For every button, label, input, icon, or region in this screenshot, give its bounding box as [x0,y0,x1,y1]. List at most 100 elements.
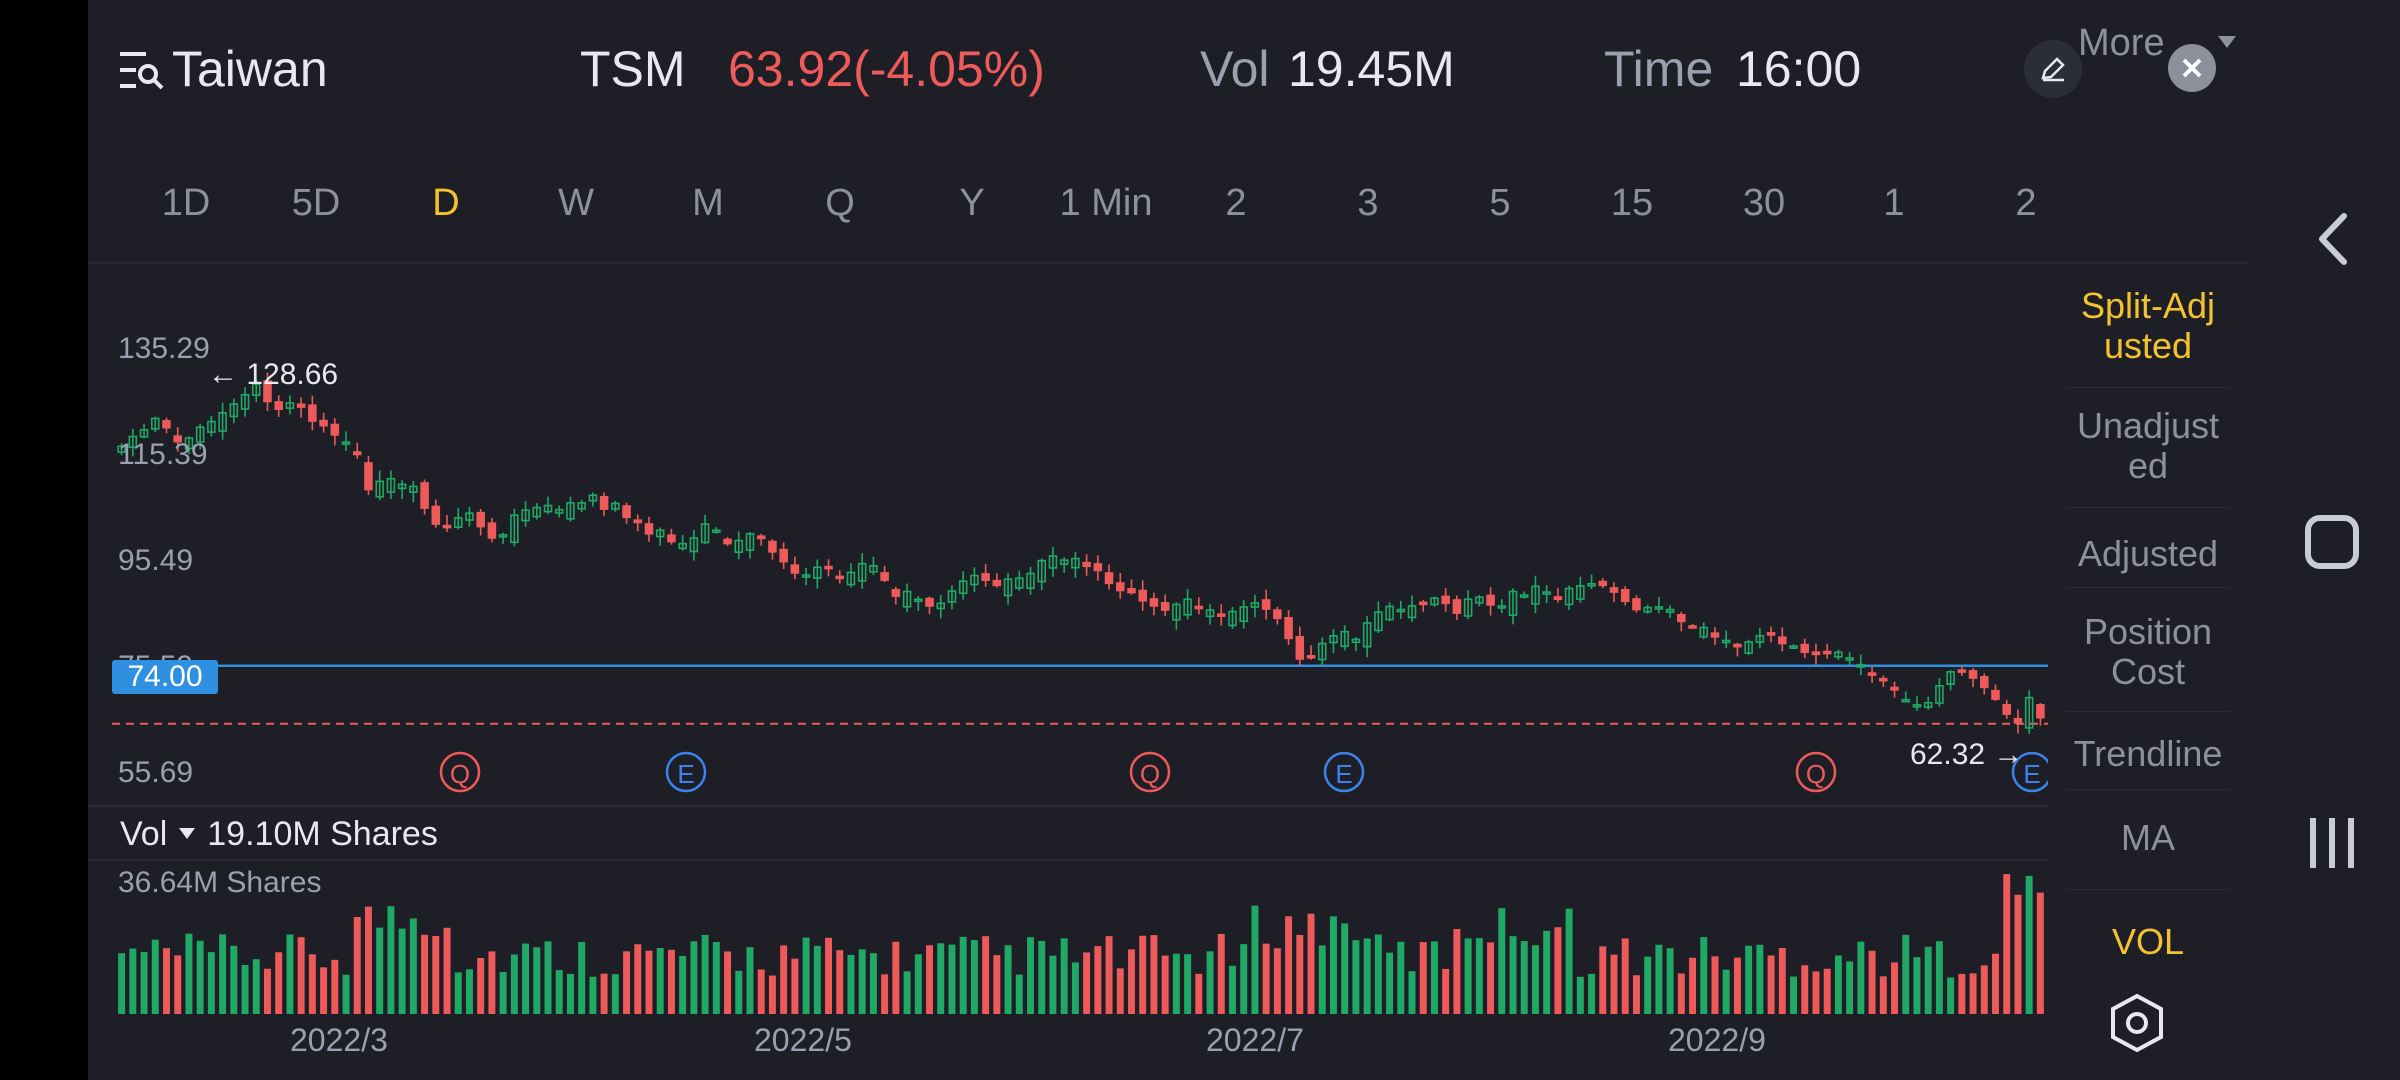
back-icon[interactable] [2316,212,2352,266]
volume-bar [1217,933,1225,1014]
candle-body [1519,594,1529,598]
candle-body [1026,572,1035,590]
candle-body [1699,626,1709,638]
volume-bar [1902,934,1910,1014]
candle-body [476,511,485,528]
volume-bar [847,954,855,1014]
ma-option[interactable]: MA [2066,810,2230,890]
position-cost-option[interactable]: Position Cost [2066,606,2230,712]
volume-max-label: 36.64M Shares [118,866,322,899]
volume-bar [1139,935,1147,1014]
period-tab[interactable]: W [558,182,594,224]
volume-bar [600,973,608,1014]
candle-body [2002,703,2012,715]
volume-bar [1823,968,1831,1014]
candle-body [1284,616,1293,640]
candle-body [1463,598,1473,617]
volume-bar [1610,954,1618,1014]
divider [88,262,2248,264]
candle-body [588,494,598,502]
candle-body [1205,609,1215,618]
volume-bar [1992,953,1999,1014]
date-axis-label: 2022/9 [1668,1022,1766,1058]
volume-indicator-header[interactable]: Vol 19.10M Shares [120,815,438,854]
event-marker-label: Q [1806,759,1826,789]
volume-bar [353,917,361,1014]
volume-bar [465,969,473,1014]
candle-body [1407,605,1417,619]
period-tab[interactable]: M [692,182,724,224]
candle-body [229,403,239,418]
candle-body [1104,572,1114,585]
close-button[interactable] [2168,44,2216,92]
period-tab[interactable]: D [432,182,460,224]
candle-body [734,539,744,554]
period-tab[interactable]: Y [959,182,985,224]
volume-bar [970,940,978,1014]
unadjusted-option[interactable]: Unadjust ed [2066,402,2230,508]
volume-bar [948,944,956,1014]
settings-hexagon-icon[interactable] [2108,992,2166,1054]
candle-body [1564,587,1574,606]
market-name[interactable]: Taiwan [172,41,328,97]
period-tab[interactable]: 15 [1610,182,1654,224]
volume-value: 19.45M [1288,41,1455,97]
volume-bar [1094,946,1102,1014]
recent-apps-icon[interactable] [2306,816,2358,870]
candle-body [364,462,373,491]
home-icon[interactable] [2304,514,2360,570]
volume-bar [1846,961,1854,1014]
period-tab[interactable]: 30 [1742,182,1786,224]
volume-bar [791,958,799,1014]
period-tab[interactable]: 1D [161,182,211,224]
volume-bar [1374,934,1382,1014]
event-marker-q [1795,751,1837,793]
trendline-option[interactable]: Trendline [2066,726,2230,790]
event-marker-q [1129,751,1171,793]
caret-down-icon [179,827,196,839]
split-adjusted-option[interactable]: Split-Adj usted [2066,282,2230,388]
level-line-badge[interactable]: 74.00 [112,660,218,694]
volume-bar [555,970,563,1014]
volume-bar [129,948,137,1014]
period-tab[interactable]: 1 [1883,182,1905,224]
candle-body [1329,635,1338,644]
candle-body [554,508,564,514]
candle-body [813,566,822,579]
period-tab[interactable]: 5 [1489,182,1511,224]
adjusted-option[interactable]: Adjusted [2066,526,2230,588]
period-tab[interactable]: 2 [2015,182,2037,224]
market-list-icon[interactable] [118,48,166,92]
volume-bar [1700,937,1708,1014]
candle-body [835,575,845,580]
period-tab[interactable]: Q [825,182,855,224]
candle-body [857,562,867,582]
volume-bar [1262,943,1270,1014]
draw-button[interactable] [2024,40,2082,98]
candle-body [970,574,979,586]
candle-body [218,411,227,432]
more-periods-button[interactable]: More [2078,22,2165,64]
volume-bar [522,943,530,1014]
volume-bar [2025,875,2033,1014]
volume-bar [1969,973,1977,1014]
period-tab[interactable]: 5D [291,182,341,224]
volume-bar [1498,908,1506,1014]
event-marker-label: E [2023,759,2040,789]
volume-bar [836,950,844,1014]
volume-bar [1576,976,1584,1014]
volume-bar [1778,948,1786,1014]
vol-option[interactable]: VOL [2111,921,2185,962]
low-price-marker: 62.32 → [1910,738,2023,772]
chart-header: Taiwan TSM 63.92(-4.05%) Vol 19.45M Time… [88,0,2248,140]
candle-body [599,495,609,510]
volume-bar [1868,950,1876,1014]
period-tab[interactable]: 1 Min [1059,182,1153,224]
candle-body [1261,599,1271,610]
candle-body [184,437,194,450]
volume-bar [1655,944,1663,1014]
period-tab[interactable]: 3 [1357,182,1379,224]
chevron-down-icon[interactable] [2218,36,2236,48]
period-tab[interactable]: 2 [1225,182,1247,224]
